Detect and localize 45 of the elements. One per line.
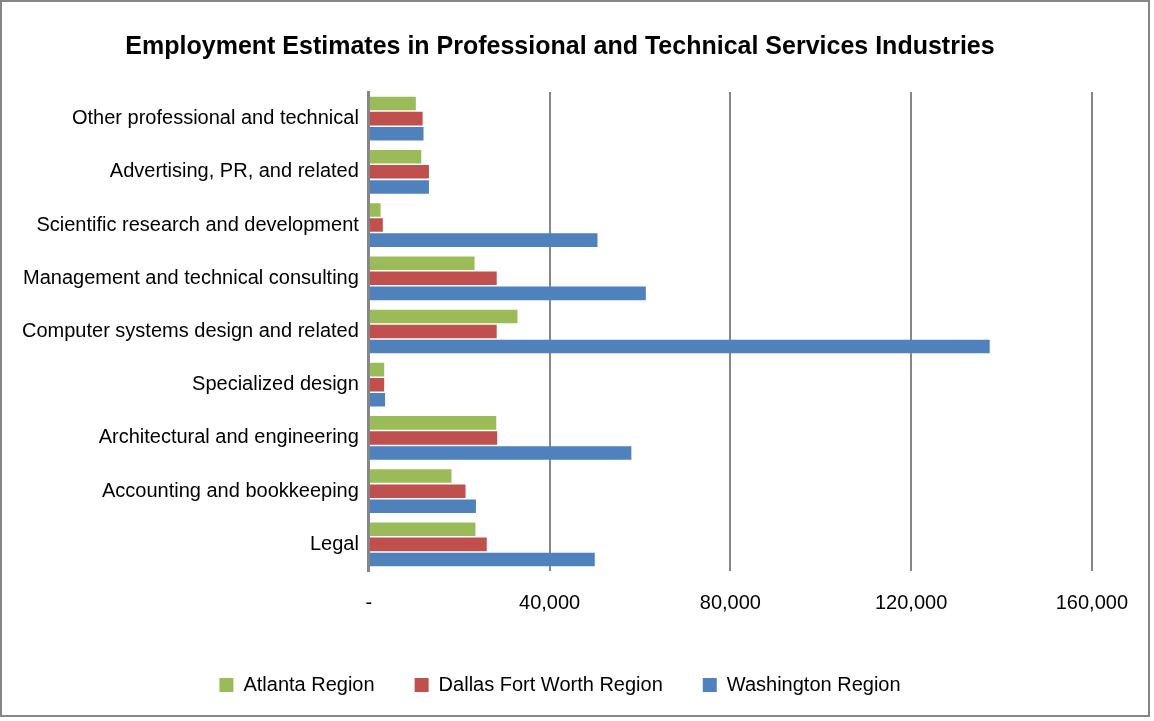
x-tick-label: 40,000 [519,590,581,613]
bar [369,180,429,194]
bar [369,149,422,164]
bar [369,446,632,460]
y-tick-label: Legal [309,531,359,554]
bar [369,271,497,286]
bar [369,393,386,407]
bar [369,324,497,339]
y-tick-label: Advertising, PR, and related [109,159,359,182]
x-tick-label: 80,000 [699,590,761,613]
bar [369,218,383,232]
bar [369,111,423,126]
chart-title: Employment Estimates in Professional and Technical Services Industries [125,30,995,59]
bar [369,522,476,537]
y-tick-label: Computer systems design and related [21,319,359,342]
legend-label: Atlanta Region [243,672,375,695]
bar [369,362,385,377]
bar [369,339,990,354]
bar [369,377,385,392]
bar [369,309,518,324]
y-tick-label: Accounting and bookkeeping [101,478,359,501]
y-tick-label: Specialized design [192,372,359,395]
bar [369,552,595,567]
bar [369,233,598,247]
legend-label: Dallas Fort Worth Region [438,672,663,695]
bar [369,96,416,111]
bar [369,165,429,179]
y-tick-label: Scientific research and development [36,212,360,235]
bar [369,126,424,141]
x-tick-label: 120,000 [874,590,948,613]
legend-label: Washington Region [726,672,901,695]
bar [369,537,487,552]
x-tick-label: 160,000 [1055,590,1128,613]
bar [369,484,466,498]
bar [369,416,497,430]
bar [369,469,452,483]
bar [369,256,475,270]
y-tick-label: Architectural and engineering [98,425,359,448]
bar [369,499,476,514]
x-tick-label: - [365,590,373,613]
bar [369,203,381,217]
y-tick-label: Management and technical consulting [23,265,359,288]
bar [369,286,646,301]
bar [369,431,498,445]
y-tick-label: Other professional and technical [71,106,359,129]
